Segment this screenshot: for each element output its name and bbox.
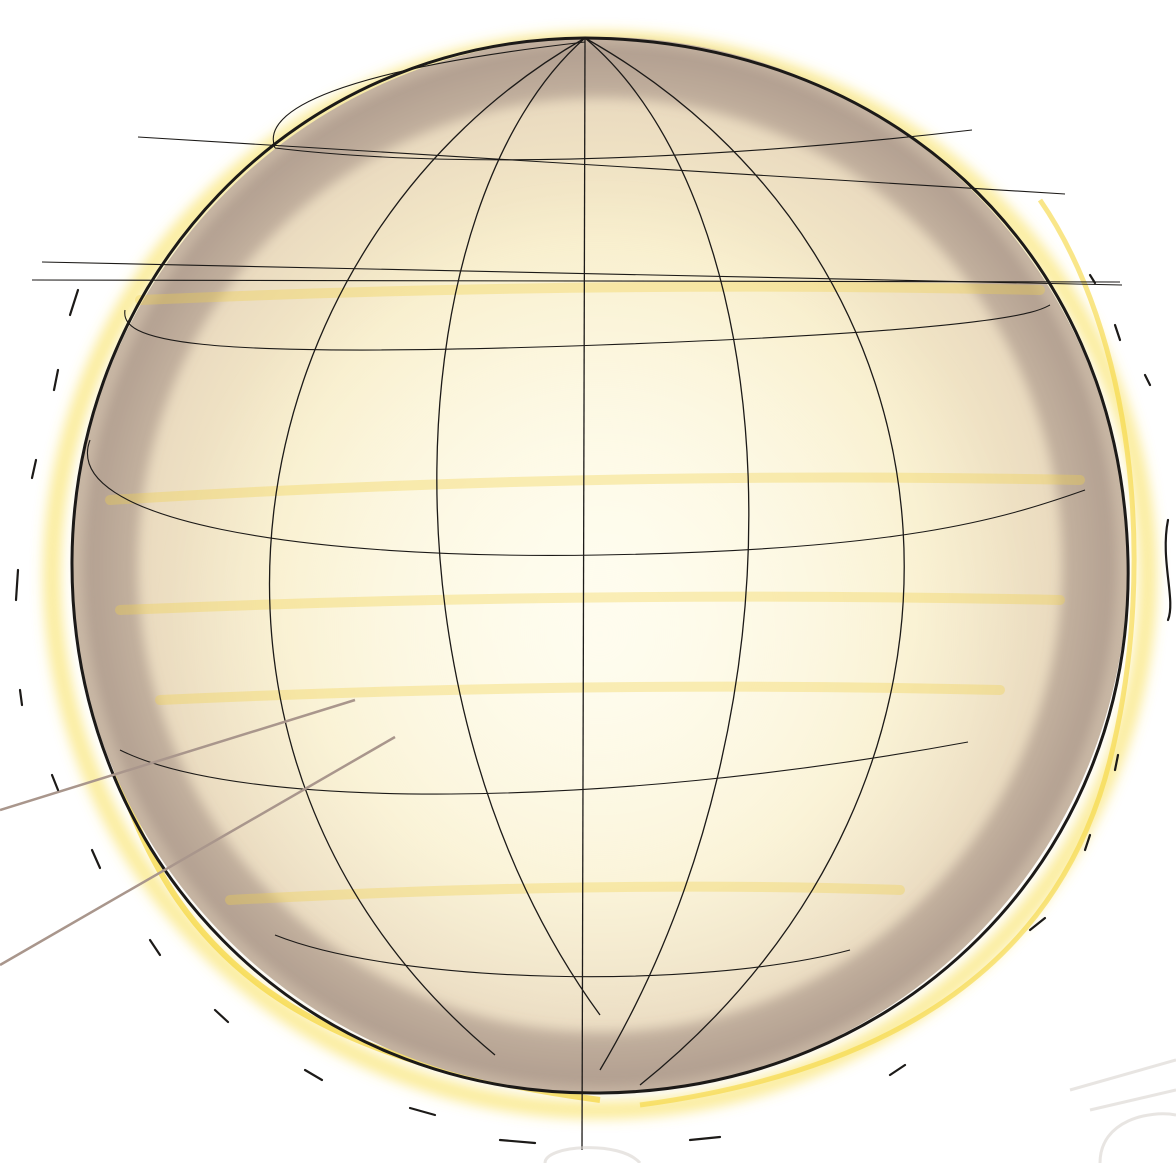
meridian-lines <box>268 37 905 1151</box>
pointer-lines <box>0 698 396 967</box>
sphere-highlight <box>170 150 1030 1030</box>
parallel-lines <box>31 41 1123 978</box>
outer-dash-marks <box>14 273 1172 1145</box>
watermark-shape <box>543 1058 1176 1163</box>
shadow-band <box>82 42 1118 1088</box>
sphere-outline <box>70 36 1130 1095</box>
